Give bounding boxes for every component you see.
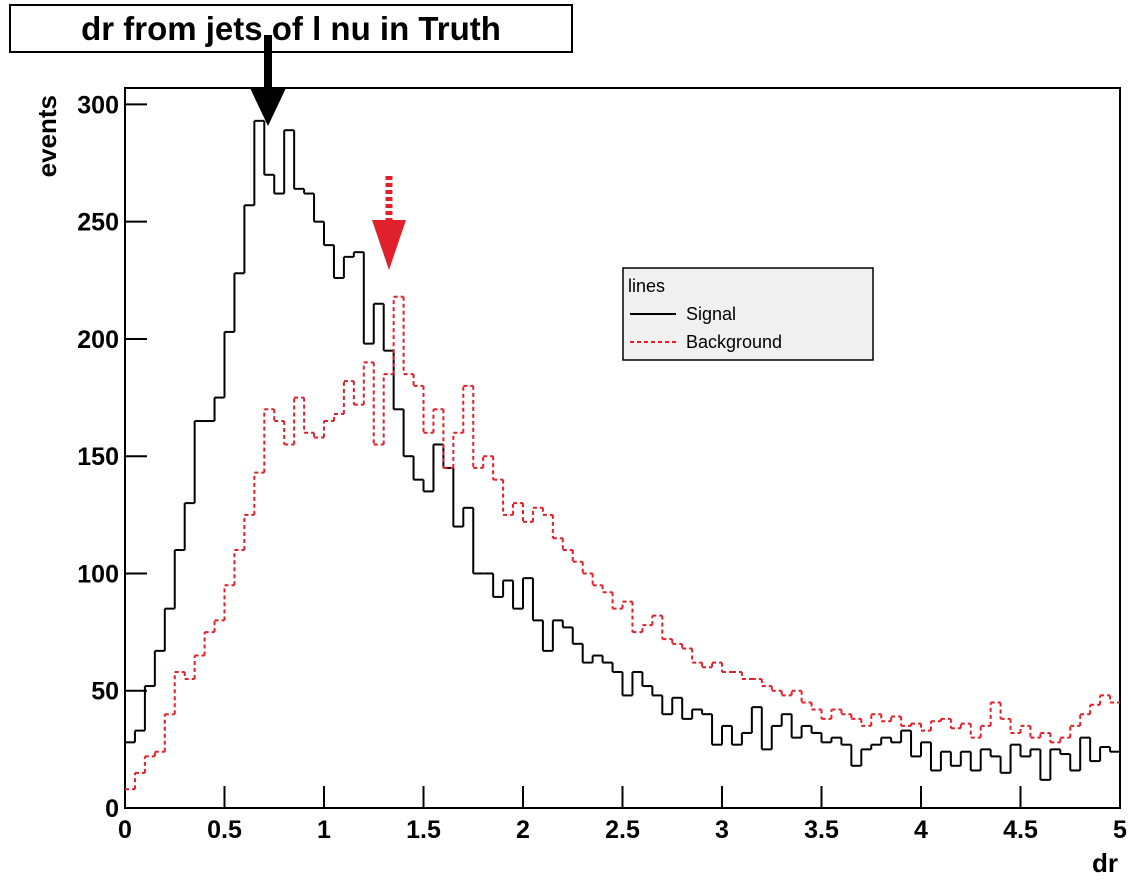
chart-title: dr from jets of l nu in Truth xyxy=(81,10,501,47)
y-tick-label: 200 xyxy=(77,326,119,354)
legend: lines Signal Background xyxy=(622,267,874,361)
y-tick-label: 100 xyxy=(77,560,119,588)
plot-frame xyxy=(124,87,1121,809)
x-tick-label: 3 xyxy=(715,816,729,844)
x-tick-label: 1 xyxy=(317,816,331,844)
legend-title: lines xyxy=(628,276,665,296)
x-tick-label: 3.5 xyxy=(804,816,839,844)
title-box xyxy=(9,4,573,53)
annotation-arrows xyxy=(250,35,406,270)
y-axis-label: events xyxy=(32,95,62,177)
x-tick-label: 1.5 xyxy=(406,816,441,844)
histogram-series xyxy=(125,295,1120,791)
y-tick-label: 0 xyxy=(105,795,119,823)
arrow-head xyxy=(250,88,286,126)
x-tick-label: 2 xyxy=(516,816,530,844)
x-tick-label: 2.5 xyxy=(605,816,640,844)
x-tick-label: 0.5 xyxy=(207,816,242,844)
legend-label: Background xyxy=(686,332,782,352)
x-tick-label: 0 xyxy=(118,816,132,844)
x-tick-label: 4.5 xyxy=(1003,816,1038,844)
y-tick-label: 300 xyxy=(77,91,119,119)
x-tick-label: 4 xyxy=(914,816,928,844)
x-axis-label: dr xyxy=(1092,848,1118,878)
y-tick-label: 250 xyxy=(77,209,119,237)
legend-label: Signal xyxy=(686,304,736,324)
y-tick-label: 150 xyxy=(77,443,119,471)
y-tick-label: 50 xyxy=(91,678,119,706)
x-tick-label: 5 xyxy=(1113,816,1127,844)
arrow-head xyxy=(372,220,406,270)
histogram-series xyxy=(125,119,1120,781)
